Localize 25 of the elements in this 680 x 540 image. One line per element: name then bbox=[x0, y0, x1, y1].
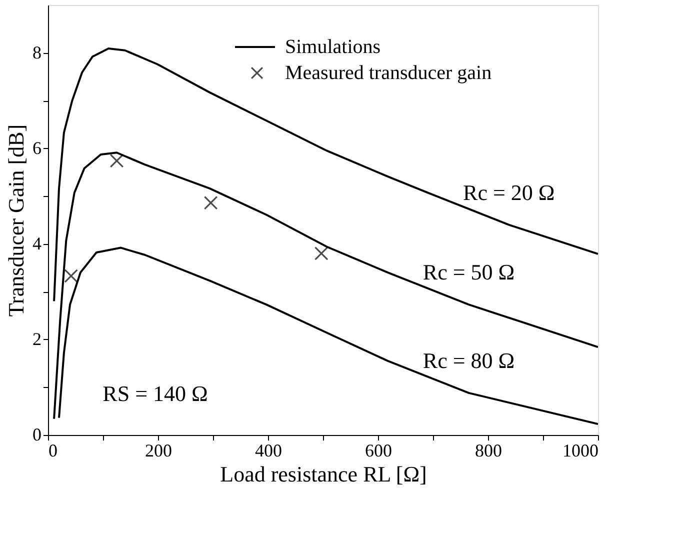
x-tick-label: 200 bbox=[145, 440, 172, 460]
x-tick-label: 400 bbox=[255, 440, 282, 460]
annotation: Rc = 80 Ω bbox=[422, 348, 515, 373]
legend-label: Simulations bbox=[285, 36, 381, 58]
point bbox=[314, 246, 328, 260]
annotation: Rc = 20 Ω bbox=[463, 180, 555, 205]
x-tick-label: 0 bbox=[48, 440, 58, 460]
y-tick-label: 0 bbox=[32, 424, 42, 444]
annotation: Rc = 50 Ω bbox=[422, 260, 515, 285]
y-tick-label: 6 bbox=[32, 138, 42, 158]
x-tick-label: 800 bbox=[475, 440, 502, 460]
point bbox=[110, 154, 124, 168]
y-axis-title: Transducer Gain [dB] bbox=[4, 124, 28, 317]
y-tick-label: 4 bbox=[32, 233, 42, 254]
x-axis-title: Load resistance RL [Ω] bbox=[220, 462, 427, 486]
x-tick-label: 1000 bbox=[562, 440, 598, 460]
line-series bbox=[53, 152, 598, 420]
y-tick-label: 2 bbox=[32, 328, 42, 349]
y-tick-label: 8 bbox=[32, 42, 42, 62]
legend-label: Measured transducer gain bbox=[285, 62, 492, 84]
x-tick-label: 600 bbox=[365, 440, 392, 460]
point bbox=[204, 196, 218, 210]
point bbox=[64, 268, 78, 283]
line-series bbox=[58, 246, 598, 426]
annotation: RS = 140 Ω bbox=[102, 381, 208, 406]
